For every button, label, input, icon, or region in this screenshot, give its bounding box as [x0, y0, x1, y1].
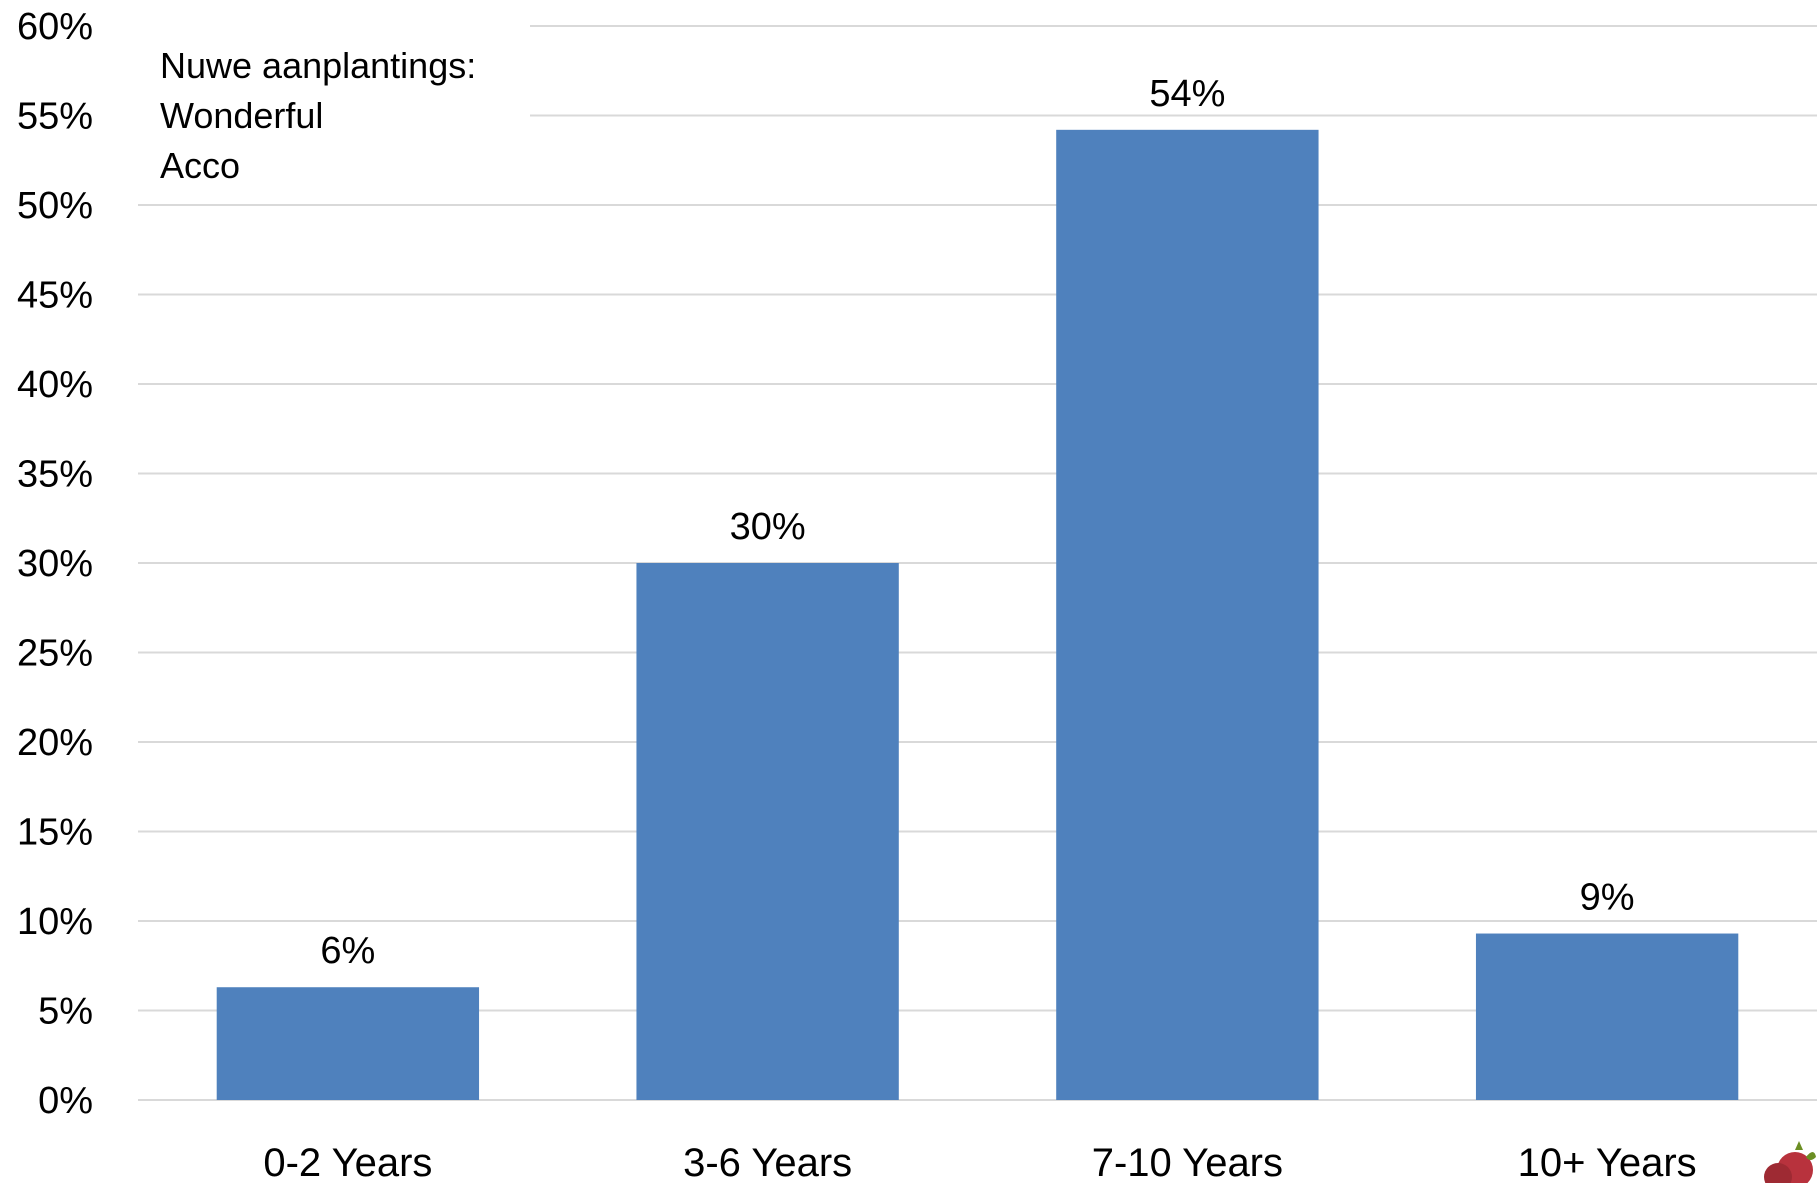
bar	[636, 563, 899, 1100]
y-tick-label: 10%	[17, 901, 93, 943]
y-tick-label: 45%	[17, 275, 93, 317]
y-tick-label: 50%	[17, 185, 93, 227]
annotation-line: Acco	[160, 145, 240, 186]
bar	[1056, 129, 1319, 1100]
data-label: 9%	[1580, 877, 1635, 919]
x-category-label: 7-10 Years	[1092, 1141, 1283, 1183]
x-axis-category-labels: 0-2 Years 3-6 Years 7-10 Years 10+ Years	[263, 1141, 1696, 1183]
y-tick-label: 0%	[38, 1080, 93, 1122]
annotation-background	[135, 18, 530, 198]
y-tick-label: 35%	[17, 454, 93, 496]
annotation-line: Nuwe aanplantings:	[160, 45, 476, 86]
x-category-label: 10+ Years	[1518, 1141, 1697, 1183]
data-label: 54%	[1149, 73, 1225, 115]
bar	[1475, 933, 1739, 1100]
y-axis-tick-labels: 0% 5% 10% 15% 20% 25% 30% 35% 40% 45% 50% 55% 60%	[17, 6, 93, 1122]
y-tick-label: 60%	[17, 6, 93, 48]
x-category-label: 3-6 Years	[683, 1141, 852, 1183]
data-label: 30%	[730, 506, 806, 548]
y-tick-label: 20%	[17, 722, 93, 764]
x-category-label: 0-2 Years	[263, 1141, 432, 1183]
data-label: 6%	[320, 930, 375, 972]
y-tick-label: 40%	[17, 364, 93, 406]
data-labels: 6% 30% 54% 9%	[320, 73, 1634, 972]
annotation-box: Nuwe aanplantings: Wonderful Acco	[135, 18, 530, 198]
y-tick-label: 55%	[17, 96, 93, 138]
bars	[216, 129, 1739, 1100]
bar	[216, 987, 480, 1100]
pomegranate-logo-icon	[1764, 1141, 1816, 1183]
y-tick-label: 30%	[17, 543, 93, 585]
annotation-line: Wonderful	[160, 95, 323, 136]
y-tick-label: 5%	[38, 991, 93, 1033]
y-tick-label: 15%	[17, 812, 93, 854]
y-tick-label: 25%	[17, 633, 93, 675]
